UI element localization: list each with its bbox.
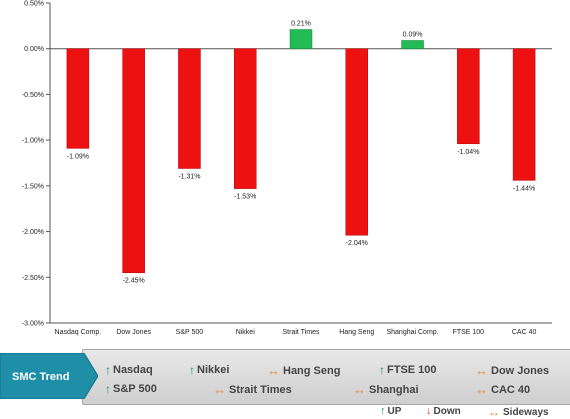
trend-item-label: Shanghai [369, 383, 419, 396]
legend-label: UP [387, 405, 402, 417]
category-label: Dow Jones [116, 329, 151, 336]
bar-8 [512, 48, 536, 181]
trend-panel: ↑ Nasdaq ↑ Nikkei ↔ Hang Seng ↑ FTSE 100… [0, 349, 570, 405]
data-label: -2.04% [346, 240, 368, 247]
bar-1 [122, 48, 145, 273]
bar-2 [178, 48, 201, 169]
bar-7 [457, 48, 480, 145]
category-label: Shanghai Comp. [386, 329, 438, 336]
sideways-arrow-icon: ↔ [475, 363, 488, 378]
trend-item-ftse-100: ↑ FTSE 100 [379, 363, 437, 377]
y-tick-label: -2.00% [22, 229, 44, 236]
y-tick-label: -3.00% [22, 321, 44, 328]
sideways-arrow-icon: ↔ [213, 382, 226, 397]
trend-box: ↑ Nasdaq ↑ Nikkei ↔ Hang Seng ↑ FTSE 100… [82, 349, 570, 405]
data-label: -2.45% [123, 278, 145, 285]
legend-item-down: ↓ Down [426, 405, 461, 417]
trend-item-strait-times: ↔ Strait Times [213, 382, 292, 397]
data-label: 0.09% [403, 31, 423, 38]
trend-item-label: Dow Jones [491, 364, 550, 377]
up-arrow-icon: ↑ [379, 363, 385, 377]
trend-item-label: Strait Times [229, 383, 292, 396]
trend-badge-shape [0, 352, 99, 400]
category-label: FTSE 100 [453, 329, 485, 336]
data-label: -1.31% [178, 173, 200, 180]
legend-label: Sideways [503, 406, 549, 418]
category-label: Nikkei [236, 329, 256, 336]
trend-item-label: Nikkei [197, 364, 230, 376]
trend-badge: SMC Trend [0, 352, 99, 400]
sideways-arrow-icon: ↔ [488, 405, 500, 419]
data-label: -1.44% [513, 185, 535, 192]
category-label: Strait Times [283, 329, 320, 336]
trend-title: SMC Trend [12, 371, 70, 383]
category-label: Hang Seng [339, 329, 374, 336]
up-arrow-icon: ↑ [105, 382, 111, 396]
data-label: -1.53% [234, 194, 256, 201]
category-label: Nasdaq Comp. [55, 329, 102, 336]
trend-item-label: FTSE 100 [387, 364, 437, 376]
trend-item-cac-40: ↔ CAC 40 [475, 382, 530, 397]
sideways-arrow-icon: ↔ [267, 363, 280, 378]
chart-canvas: 0.50% 0.00% -0.50% -1.00% -1.50% -2.00% -2.50%… [22, 1, 552, 336]
legend: ↑ UP ↓ Down ↔ Sideways [0, 404, 570, 419]
trend-item-hang-seng: ↔ Hang Seng [267, 363, 340, 378]
y-tick-label: -1.50% [22, 183, 44, 190]
trend-item-label: CAC 40 [491, 383, 531, 396]
y-tick-label: -2.50% [22, 275, 44, 282]
trend-item-shanghai: ↔ Shanghai [353, 382, 419, 397]
up-arrow-icon: ↑ [380, 405, 386, 417]
data-label: 0.21% [291, 21, 311, 28]
sideways-arrow-icon: ↔ [353, 382, 366, 397]
trend-item-label: Nasdaq [113, 364, 153, 376]
legend-label: Down [433, 405, 461, 417]
legend-item-sideways: ↔ Sideways [488, 405, 549, 419]
up-arrow-icon: ↑ [189, 363, 195, 377]
y-tick-label: 0.50% [24, 1, 44, 8]
bar-3 [233, 48, 257, 189]
category-label: S&P 500 [176, 329, 204, 336]
down-arrow-icon: ↓ [426, 405, 432, 417]
sideways-arrow-icon: ↔ [475, 382, 488, 397]
bar-0 [66, 48, 90, 149]
data-label: -1.09% [67, 153, 89, 160]
trend-item-dow-jones: ↔ Dow Jones [475, 363, 549, 378]
category-label: CAC 40 [512, 329, 537, 336]
bar-5 [345, 48, 369, 236]
trend-item-nasdaq: ↑ Nasdaq [105, 363, 153, 377]
bar-6 [401, 40, 424, 49]
trend-item-label: Hang Seng [283, 364, 341, 377]
trend-item-sp-500: ↑ S&P 500 [105, 382, 157, 396]
bar-chart: 0.50% 0.00% -0.50% -1.00% -1.50% -2.00% -2.50%… [22, 1, 552, 336]
trend-item-label: S&P 500 [113, 383, 157, 395]
y-tick-label: 0.00% [24, 46, 44, 53]
y-tick-label: -0.50% [22, 92, 44, 99]
up-arrow-icon: ↑ [105, 363, 111, 377]
y-tick-label: -1.00% [22, 138, 44, 145]
data-label: -1.04% [457, 149, 479, 156]
legend-item-up: ↑ UP [380, 405, 401, 417]
trend-item-nikkei: ↑ Nikkei [189, 363, 229, 377]
bar-4 [289, 29, 313, 49]
